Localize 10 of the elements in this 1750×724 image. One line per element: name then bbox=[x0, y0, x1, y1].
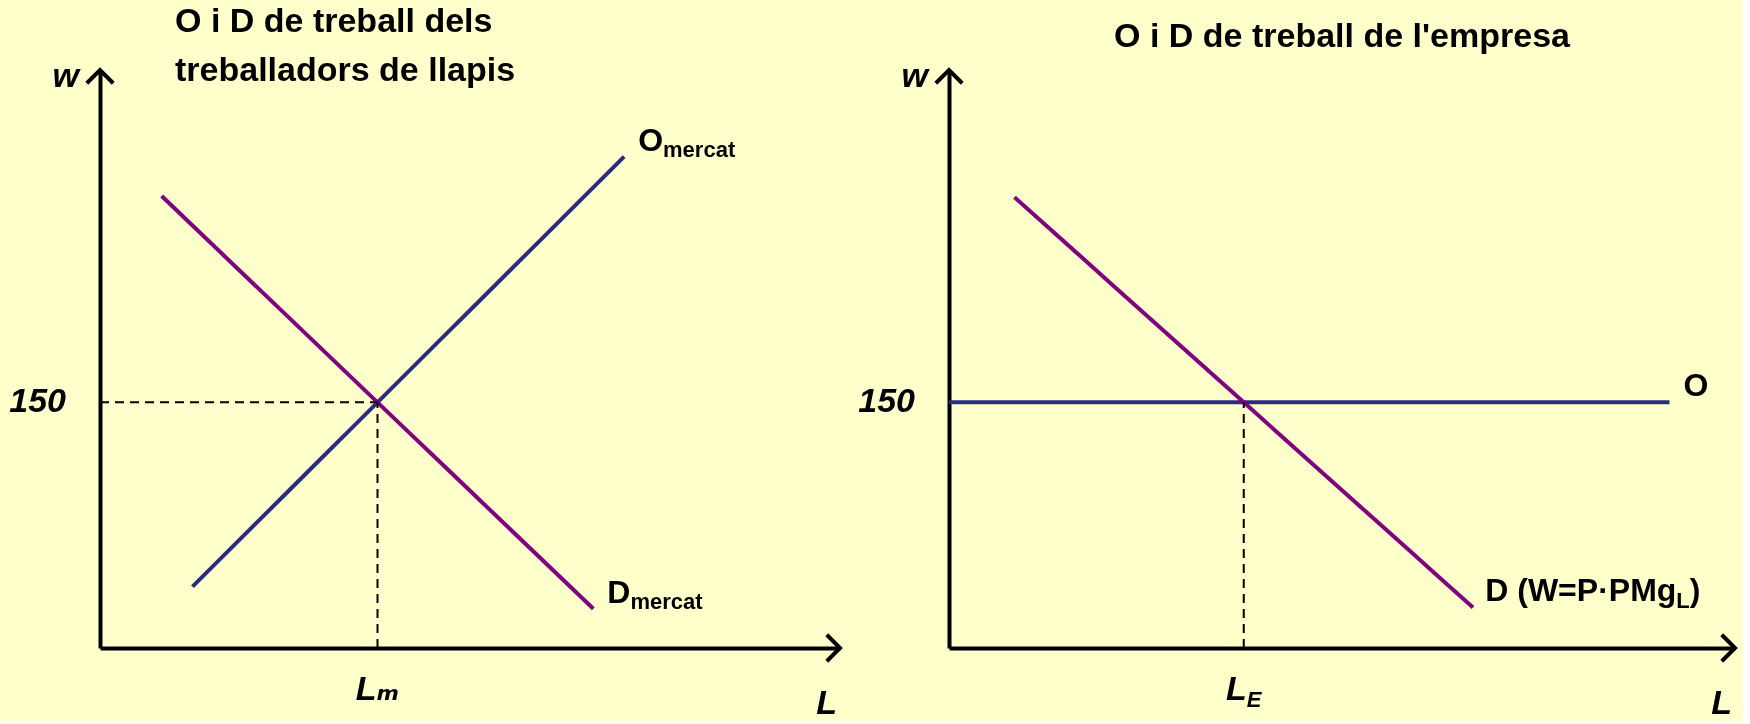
text: 150 bbox=[858, 381, 916, 420]
chart-title: O i D de treball dels treballadors de llapis bbox=[175, 1, 516, 88]
series-label: O bbox=[1683, 367, 1709, 404]
text: Lₘ bbox=[355, 669, 400, 707]
x-axis-title: L bbox=[1711, 683, 1732, 721]
x-axis-title: L bbox=[816, 683, 837, 721]
y-axis-title: w bbox=[52, 56, 82, 94]
text: 150 bbox=[9, 381, 67, 420]
chart-title: O i D de treball de l'empresa bbox=[1114, 16, 1572, 54]
y-axis-title: w bbox=[901, 56, 931, 94]
